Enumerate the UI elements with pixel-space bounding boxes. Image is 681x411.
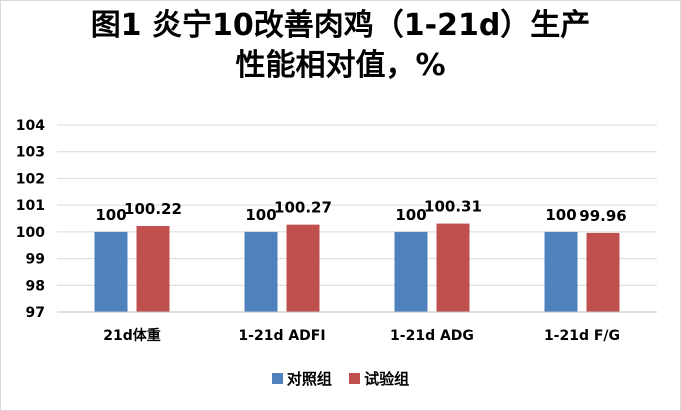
- data-label: 100.22: [124, 200, 182, 218]
- y-tick-label: 102: [16, 171, 45, 187]
- data-label: 100: [545, 206, 576, 224]
- legend: 对照组 试验组: [0, 368, 681, 389]
- x-tick-label: 1-21d ADFI: [238, 328, 325, 344]
- legend-item-treatment: 试验组: [349, 368, 409, 389]
- bar-control: [394, 231, 428, 312]
- bar-control: [94, 231, 128, 312]
- x-tick-label: 1-21d F/G: [544, 328, 620, 344]
- data-label: 99.96: [579, 207, 626, 225]
- data-label: 100.31: [424, 198, 482, 216]
- x-tick-label: 21d体重: [103, 327, 161, 344]
- bars: [94, 223, 620, 312]
- y-tick-label: 100: [16, 225, 45, 241]
- y-tick-label: 97: [26, 305, 45, 321]
- legend-swatch-control: [271, 373, 283, 384]
- data-label: 100.27: [274, 199, 332, 217]
- bar-control: [244, 231, 278, 312]
- legend-item-control: 对照组: [271, 368, 332, 389]
- legend-swatch-treatment: [349, 373, 361, 384]
- data-label: 100: [245, 206, 276, 224]
- bar-treatment: [586, 232, 620, 312]
- chart-title-line-2: 性能相对值，%: [235, 48, 446, 83]
- bar-treatment: [136, 225, 170, 312]
- bar-treatment: [436, 223, 470, 312]
- bar-control: [544, 231, 578, 312]
- y-tick-label: 99: [26, 252, 45, 268]
- data-label: 100: [95, 206, 126, 224]
- legend-label-treatment: 试验组: [364, 370, 410, 388]
- y-tick-label: 98: [26, 278, 45, 294]
- bar-treatment: [286, 224, 320, 312]
- x-axis: 21d体重 1-21d ADFI 1-21d ADG 1-21d F/G: [57, 311, 657, 344]
- y-axis: 104 103 102 101 100 99 98 97: [16, 118, 45, 321]
- y-tick-label: 103: [16, 145, 45, 161]
- chart-title-line-1: 图1 炎宁10改善肉鸡（1-21d）生产: [90, 8, 591, 43]
- chart-title: 图1 炎宁10改善肉鸡（1-21d）生产 性能相对值，%: [0, 6, 681, 86]
- x-tick-label: 1-21d ADG: [390, 328, 474, 344]
- legend-label-control: 对照组: [286, 370, 332, 388]
- data-label: 100: [395, 206, 426, 224]
- y-tick-label: 101: [16, 198, 45, 214]
- y-tick-label: 104: [16, 118, 45, 134]
